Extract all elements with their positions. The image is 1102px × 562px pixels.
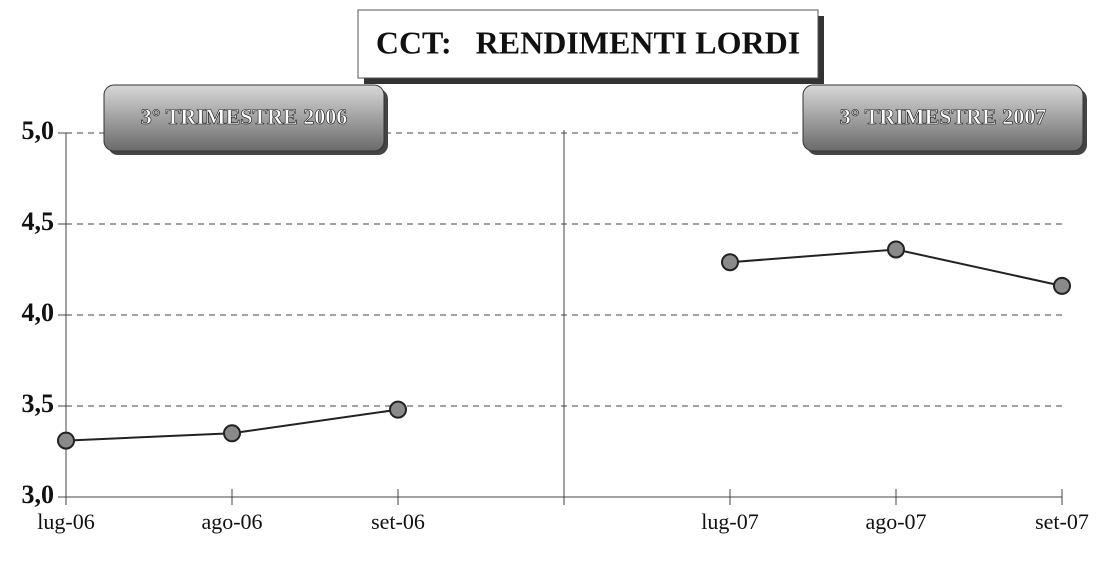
annotation: 3° TRIMESTRE 2006 — [141, 104, 347, 129]
y-tick-label: 3,5 — [22, 389, 55, 418]
annotation: 3° TRIMESTRE 2007 — [840, 104, 1046, 129]
y-tick-label: 5,0 — [22, 116, 55, 145]
y-tick-label: 4,5 — [22, 207, 55, 236]
title-box — [357, 9, 819, 79]
annotation-box — [103, 84, 385, 152]
data-point — [389, 400, 407, 419]
data-point — [57, 431, 75, 450]
x-tick-label: ago-07 — [865, 509, 926, 534]
data-point — [1053, 276, 1071, 295]
data-point — [721, 253, 739, 272]
x-tick-label: lug-07 — [701, 509, 758, 534]
y-tick-label: 3,0 — [22, 480, 55, 509]
x-tick-label: set-06 — [371, 509, 425, 534]
y-tick-label: 4,0 — [22, 298, 55, 327]
x-tick-label: ago-06 — [201, 509, 262, 534]
x-tick-label: lug-06 — [37, 509, 94, 534]
annotation-box — [802, 84, 1084, 152]
data-point — [887, 240, 905, 259]
data-point — [223, 424, 241, 443]
chart-title: CCT: RENDIMENTI LORDI — [376, 24, 800, 60]
x-tick-label: set-07 — [1035, 509, 1089, 534]
